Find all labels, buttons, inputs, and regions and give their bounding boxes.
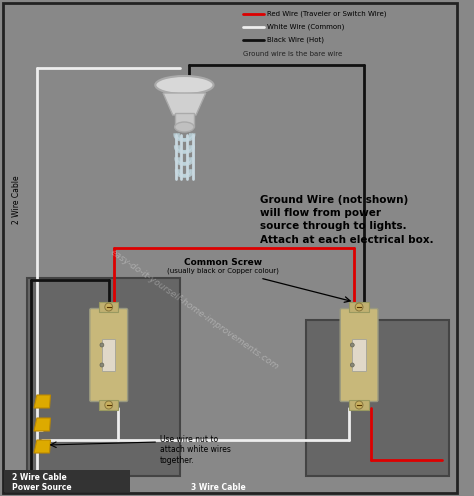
- Bar: [27, 278, 180, 476]
- Bar: [175, 113, 194, 127]
- Ellipse shape: [175, 122, 194, 132]
- Polygon shape: [34, 418, 50, 431]
- Text: easy-do-it-yourself-home-improvements.com: easy-do-it-yourself-home-improvements.co…: [108, 248, 280, 372]
- Bar: [349, 400, 369, 410]
- Text: Black Wire (Hot): Black Wire (Hot): [267, 37, 324, 43]
- Text: Power Source: Power Source: [12, 484, 71, 493]
- Circle shape: [105, 401, 113, 409]
- Text: Red Wire (Traveler or Switch Wire): Red Wire (Traveler or Switch Wire): [267, 11, 386, 17]
- Text: Use wire nut to
attach white wires
together.: Use wire nut to attach white wires toget…: [160, 435, 231, 465]
- Bar: [352, 339, 366, 371]
- Circle shape: [100, 343, 104, 347]
- Bar: [99, 302, 118, 312]
- Text: White Wire (Common): White Wire (Common): [267, 24, 344, 30]
- Polygon shape: [34, 395, 50, 408]
- Text: 3 Wire Cable: 3 Wire Cable: [191, 484, 246, 493]
- Text: Ground wire is the bare wire: Ground wire is the bare wire: [243, 51, 342, 57]
- Circle shape: [355, 401, 363, 409]
- Text: 2 Wire Cable: 2 Wire Cable: [12, 474, 66, 483]
- FancyBboxPatch shape: [90, 309, 128, 401]
- Ellipse shape: [155, 76, 213, 94]
- Bar: [4, 470, 130, 492]
- Text: 2 Wire Cable: 2 Wire Cable: [12, 176, 21, 224]
- Polygon shape: [34, 440, 50, 453]
- Circle shape: [350, 363, 354, 367]
- Bar: [349, 302, 369, 312]
- Bar: [306, 320, 449, 476]
- Circle shape: [100, 363, 104, 367]
- Circle shape: [350, 343, 354, 347]
- Text: (usually black or Copper colour): (usually black or Copper colour): [167, 268, 279, 274]
- Text: Common Screw: Common Screw: [184, 258, 262, 267]
- Text: Ground Wire (not shown)
will flow from power
source through to lights.
Attach at: Ground Wire (not shown) will flow from p…: [260, 195, 434, 245]
- FancyBboxPatch shape: [340, 309, 378, 401]
- Bar: [102, 339, 116, 371]
- Circle shape: [355, 303, 363, 311]
- Circle shape: [105, 303, 113, 311]
- Bar: [99, 400, 118, 410]
- Polygon shape: [163, 93, 206, 115]
